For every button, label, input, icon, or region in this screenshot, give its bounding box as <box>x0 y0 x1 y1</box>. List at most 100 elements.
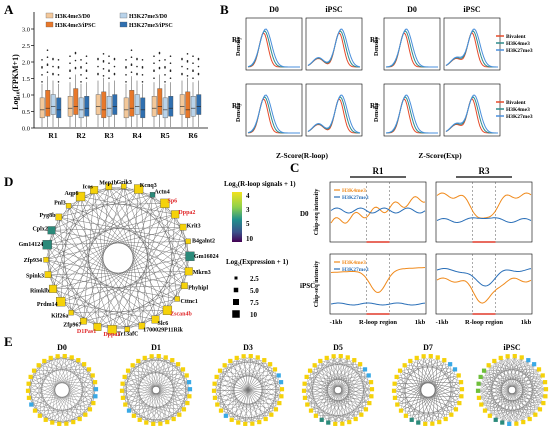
network-edge <box>326 357 329 423</box>
network-edge <box>177 364 190 397</box>
gene-node <box>179 223 187 231</box>
outlier-point <box>186 53 189 55</box>
network-edge <box>34 357 51 411</box>
network-edge <box>231 382 282 420</box>
gene-node <box>408 358 413 364</box>
gene-node <box>421 354 426 359</box>
network-edge <box>236 357 280 404</box>
gene-label: Pnl3 <box>54 201 66 207</box>
network-edge <box>28 360 45 384</box>
outlier-point <box>108 77 110 79</box>
network-edge <box>480 376 510 424</box>
gene-label: B4galnt2 <box>192 238 215 244</box>
network-edge <box>480 364 535 378</box>
gene-label: Zfp934 <box>24 258 42 264</box>
network-edge <box>80 196 176 215</box>
gene-node <box>250 421 255 426</box>
outlier-point <box>130 71 133 73</box>
density-subplot <box>443 83 501 137</box>
outlier-point <box>130 49 133 51</box>
network-edge <box>394 383 426 424</box>
network-edge <box>58 216 128 330</box>
outlier-point <box>57 59 60 61</box>
network-edge <box>219 370 253 424</box>
category-label: R4 <box>132 131 141 140</box>
network-edge <box>122 357 166 398</box>
x-tick-label: 1kb <box>415 319 426 326</box>
network-edge <box>165 357 190 383</box>
network-edge <box>252 364 271 424</box>
network-edge <box>146 382 190 423</box>
gene-node <box>165 419 170 425</box>
legend-label: H3K4me3/D0 <box>55 14 90 20</box>
gene-node <box>184 373 189 378</box>
gene-node <box>56 297 66 307</box>
outlier-point <box>85 62 88 64</box>
gene-label: Actn4 <box>154 189 169 195</box>
legend-label: H3K4me3 <box>342 260 366 266</box>
network-edge <box>93 190 113 330</box>
network-edge <box>306 376 356 420</box>
gene-node <box>512 354 517 359</box>
gene-node <box>307 368 313 373</box>
network-edge <box>243 356 277 410</box>
gene-node <box>394 374 399 380</box>
gene-node <box>50 420 55 425</box>
network-edge <box>70 226 184 313</box>
network-edge <box>34 410 60 425</box>
panel-d-letter: D <box>4 174 13 189</box>
network-edge <box>314 365 372 397</box>
network-edge <box>449 364 452 415</box>
network-edge <box>484 369 540 371</box>
network-edge <box>445 369 456 420</box>
panel-c-letter: C <box>290 160 299 175</box>
network-edge <box>335 364 361 424</box>
box <box>151 95 157 117</box>
panel-b-letter: B <box>220 2 229 17</box>
network-edge <box>50 357 97 390</box>
network-edge <box>28 383 67 424</box>
gene-node <box>456 373 461 378</box>
gene-node <box>241 354 246 359</box>
network-edge <box>516 375 543 424</box>
network-edge <box>30 376 60 424</box>
network-edge <box>34 409 90 411</box>
gene-node <box>149 354 154 359</box>
gene-node <box>269 412 274 417</box>
gene-node <box>363 407 369 412</box>
box <box>134 94 140 115</box>
outlier-point <box>192 77 194 79</box>
legend-label: H3K27me3 <box>342 267 369 273</box>
gene-node <box>279 387 285 392</box>
network-edge <box>160 369 184 424</box>
gene-node <box>87 407 93 412</box>
gene-node <box>475 388 481 393</box>
gene-node <box>121 183 127 189</box>
outlier-point <box>80 59 82 61</box>
gene-node <box>486 363 491 368</box>
gene-node <box>333 421 338 426</box>
outlier-point <box>164 74 166 76</box>
network-edge <box>126 188 139 330</box>
network-edge <box>307 360 355 405</box>
network-edge <box>315 356 341 416</box>
network-edge <box>214 360 265 398</box>
network-edge <box>47 241 189 245</box>
box <box>50 94 56 115</box>
row-label: R1 <box>232 36 241 44</box>
network-edge <box>126 203 166 330</box>
outlier-point <box>102 53 105 55</box>
network-edge <box>213 364 271 391</box>
category-label: R2 <box>76 131 85 140</box>
outlier-point <box>130 63 133 65</box>
network-edge <box>45 203 165 260</box>
outlier-point <box>41 81 43 83</box>
network-edge <box>64 355 90 370</box>
size-legend-label: 2.5 <box>250 275 259 283</box>
network-edge <box>307 360 321 405</box>
legend-label: H3K27me3 <box>506 48 533 54</box>
network-edge <box>432 357 438 424</box>
size-legend-label: 5.0 <box>250 287 259 295</box>
network-edge <box>138 360 140 420</box>
network-edge <box>60 186 125 302</box>
